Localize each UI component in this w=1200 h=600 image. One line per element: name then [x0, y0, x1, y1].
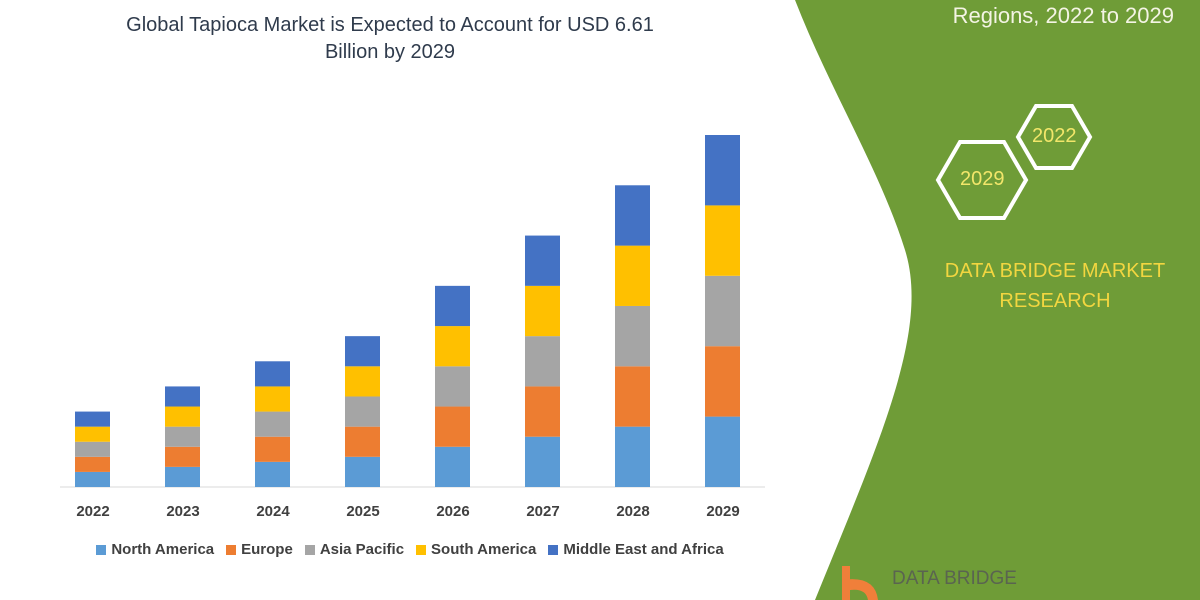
x-tick-label: 2025 [346, 503, 380, 520]
bar-segment-2025-europe [345, 426, 380, 457]
x-tick-label: 2023 [166, 503, 200, 520]
side-panel-title: Regions, 2022 to 2029 [952, 3, 1174, 28]
bar-segment-2025-south-america [345, 366, 380, 397]
bar-segment-2022-north-america [75, 471, 110, 487]
x-tick-label: 2026 [436, 503, 470, 520]
bar-segment-2023-middle-east-and-africa [165, 386, 200, 407]
bars [75, 135, 740, 487]
brand-line-2: RESEARCH [999, 290, 1111, 312]
bar-segment-2029-middle-east-and-africa [705, 135, 740, 206]
legend-swatch [304, 544, 315, 555]
bar-segment-2022-middle-east-and-africa [75, 411, 110, 427]
legend-label: South America [431, 541, 537, 558]
brand-line-1: DATA BRIDGE MARKET [944, 260, 1166, 282]
hex-label-2029: 2029 [960, 168, 1005, 190]
legend-swatch [226, 544, 237, 555]
bar-segment-2026-middle-east-and-africa [435, 285, 470, 327]
bar-segment-2025-asia-pacific [345, 396, 380, 427]
legend-swatch [548, 544, 559, 555]
hexagon-2022 [1015, 104, 1093, 170]
bar-segment-2022-asia-pacific [75, 441, 110, 457]
title-line-1: Global Tapioca Market is Expected to Acc… [126, 14, 654, 36]
bar-segment-2023-north-america [165, 466, 200, 487]
bar-segment-2028-north-america [615, 426, 650, 487]
bar-segment-2027-middle-east-and-africa [525, 235, 560, 286]
bar-segment-2029-north-america [705, 416, 740, 487]
bar-segment-2029-asia-pacific [705, 275, 740, 347]
bar-segment-2023-south-america [165, 406, 200, 427]
bar-segment-2026-europe [435, 406, 470, 447]
x-tick-label: 2022 [76, 503, 110, 520]
bar-segment-2027-europe [525, 386, 560, 437]
legend-item: South America [416, 541, 536, 558]
hexagon-2029 [935, 140, 1029, 220]
legend-item: Europe [226, 541, 293, 558]
bar-segment-2027-asia-pacific [525, 336, 560, 387]
brand-text: DATA BRIDGE MARKET RESEARCH [920, 256, 1190, 316]
legend-label: Asia Pacific [319, 541, 405, 558]
bar-segment-2029-europe [705, 346, 740, 417]
bar-segment-2029-south-america [705, 205, 740, 276]
bar-segment-2026-north-america [435, 446, 470, 487]
x-tick-label: 2029 [706, 503, 740, 520]
legend-item: North America [96, 541, 214, 558]
legend-swatch [96, 544, 107, 555]
bar-segment-2026-south-america [435, 326, 470, 367]
bar-segment-2028-middle-east-and-africa [615, 185, 650, 246]
bar-segment-2028-asia-pacific [615, 305, 650, 367]
bar-segment-2024-middle-east-and-africa [255, 361, 290, 387]
bar-segment-2023-asia-pacific [165, 426, 200, 447]
data-bridge-logo-icon [842, 566, 878, 600]
legend-label: North America [111, 541, 215, 558]
bar-segment-2026-asia-pacific [435, 366, 470, 407]
bar-segment-2024-south-america [255, 386, 290, 412]
legend-item: Middle East and Africa [548, 541, 724, 558]
bar-segment-2028-south-america [615, 245, 650, 306]
bar-segment-2027-south-america [525, 285, 560, 337]
x-tick-label: 2028 [616, 503, 650, 520]
legend-label: Europe [241, 541, 293, 558]
green-side-panel [795, 0, 1200, 600]
logo-text: DATA BRIDGE [892, 568, 1017, 589]
bar-segment-2027-north-america [525, 436, 560, 487]
bar-segment-2028-europe [615, 366, 650, 427]
legend: North America Europe Asia Pacific South Ame… [0, 541, 820, 558]
bar-segment-2023-europe [165, 446, 200, 467]
bar-segment-2022-europe [75, 456, 110, 472]
bar-segment-2025-north-america [345, 456, 380, 487]
hex-label-2022: 2022 [1032, 125, 1077, 147]
legend-swatch [416, 544, 427, 555]
bar-segment-2024-europe [255, 436, 290, 462]
chart-title: Global Tapioca Market is Expected to Acc… [40, 12, 740, 66]
title-line-2: Billion by 2029 [324, 41, 456, 63]
legend-item: Asia Pacific [304, 541, 405, 558]
bar-segment-2022-south-america [75, 426, 110, 442]
bar-segment-2025-middle-east-and-africa [345, 336, 380, 367]
legend-label: Middle East and Africa [563, 541, 724, 558]
bar-segment-2024-north-america [255, 461, 290, 487]
x-tick-label: 2024 [256, 503, 290, 520]
x-tick-label: 2027 [526, 503, 560, 520]
bar-segment-2024-asia-pacific [255, 411, 290, 437]
